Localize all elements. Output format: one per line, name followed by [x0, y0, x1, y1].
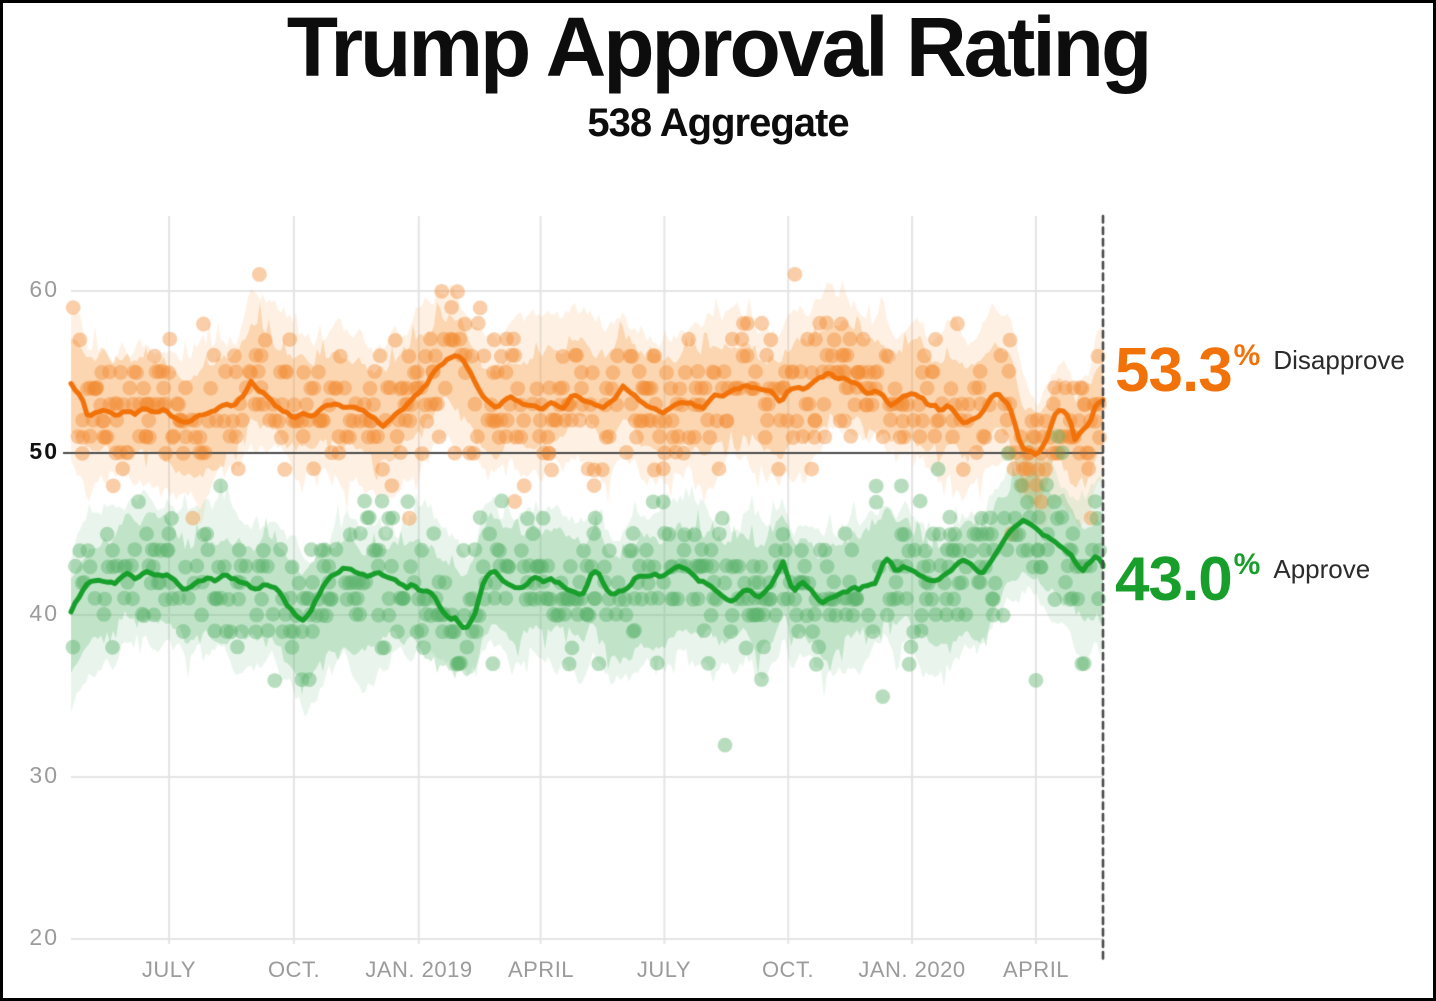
x-axis-tick-july-2019: JULY	[636, 957, 692, 982]
y-axis-tick-20: 20	[29, 924, 59, 950]
x-axis-tick-jan-2020: JAN. 2020	[858, 957, 966, 982]
x-axis-tick-april-2019: APRIL	[507, 957, 575, 982]
approve-value: 43.0	[1115, 545, 1233, 614]
page-subtitle: 538 Aggregate	[587, 101, 849, 145]
approve-label: Approve	[1273, 554, 1371, 584]
approve-annotation: 43.0% Approve	[1115, 548, 1370, 611]
y-axis-tick-60: 60	[29, 276, 59, 302]
disapprove-annotation: 53.3% Disapprove	[1115, 339, 1405, 402]
disapprove-percent-sign: %	[1233, 339, 1261, 372]
x-axis-tick-april-2020: APRIL	[1002, 957, 1070, 982]
approval-chart-canvas	[3, 3, 1433, 998]
disapprove-label: Disapprove	[1273, 345, 1405, 375]
y-axis-tick-50: 50	[29, 438, 59, 464]
page-title: Trump Approval Rating	[286, 0, 1153, 94]
x-axis-tick-july-2018: JULY	[141, 957, 197, 982]
y-axis-tick-40: 40	[29, 600, 59, 626]
approve-percent-sign: %	[1233, 548, 1261, 581]
x-axis-tick-jan-2019: JAN. 2019	[365, 957, 473, 982]
x-axis-tick-oct-2019: OCT.	[761, 957, 815, 982]
x-axis-tick-oct-2018: OCT.	[267, 957, 321, 982]
disapprove-value: 53.3	[1115, 336, 1233, 405]
y-axis-tick-30: 30	[29, 762, 59, 788]
